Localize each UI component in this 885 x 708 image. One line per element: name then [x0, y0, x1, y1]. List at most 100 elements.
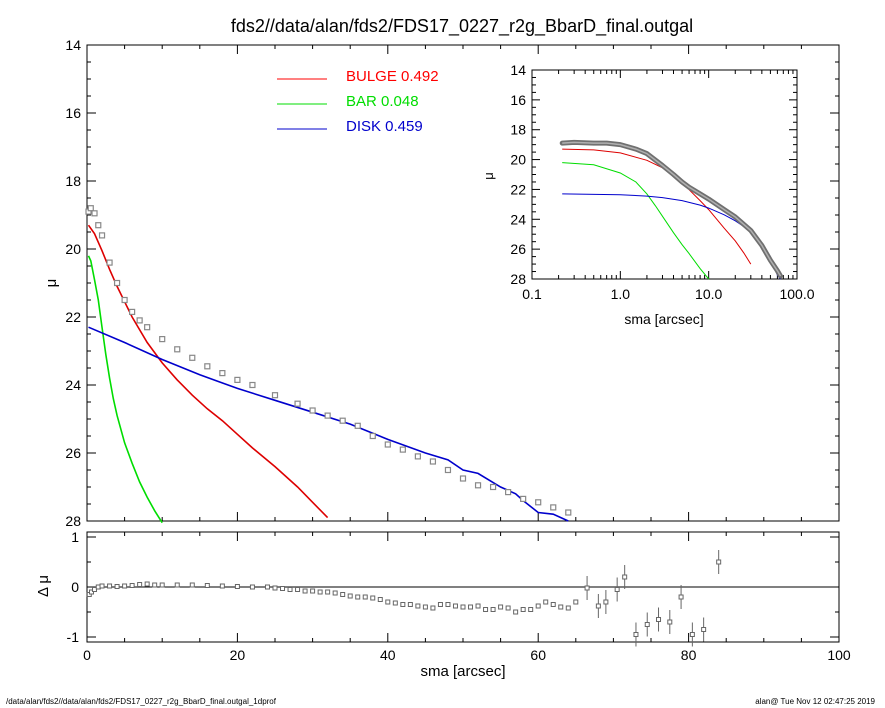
residual-axis-ticks — [86, 532, 840, 642]
residual-y-axis-label: Δ μ — [35, 575, 52, 597]
main-data-point — [505, 489, 512, 496]
residual-data-point — [614, 587, 620, 592]
residual-data-point — [272, 585, 278, 591]
main-data-point — [98, 232, 106, 239]
residual-data-point — [633, 632, 639, 637]
main-data-point — [384, 441, 391, 448]
residual-data-point — [122, 583, 128, 589]
inset-data-core — [562, 141, 782, 277]
residual-data-point — [490, 607, 496, 612]
main-y-tick-labels: 14 16 18 20 22 24 26 28 — [65, 37, 81, 529]
main-data-point — [294, 400, 301, 407]
residual-data-point — [317, 589, 323, 595]
inset-y-tick-label: 26 — [510, 241, 526, 257]
residual-data-point — [573, 599, 579, 605]
residual-data-point — [137, 582, 143, 587]
main-y-tick-label: 28 — [65, 513, 81, 529]
residual-data-point — [656, 617, 662, 622]
residual-data-point — [264, 584, 270, 590]
residual-data-point — [302, 588, 308, 594]
main-data-point — [87, 205, 94, 212]
footer-filepath: /data/alan/fds2//data/alan/fds2/FDS17_02… — [6, 697, 276, 706]
residual-x-tick-label: 100 — [827, 647, 851, 663]
residual-data-point — [430, 605, 436, 611]
residual-data-point — [468, 604, 474, 610]
legend-label-disk: DISK 0.459 — [346, 118, 423, 135]
main-axis-ticks — [86, 44, 840, 522]
residual-data-point — [520, 607, 526, 612]
main-data-point — [106, 259, 113, 266]
legend-label-bar: BAR 0.048 — [346, 93, 419, 110]
residual-y-tick-label: 0 — [71, 579, 79, 595]
residual-data-point — [174, 582, 180, 588]
residual-data-point — [445, 602, 451, 607]
main-series-group — [85, 205, 572, 524]
residual-data-point — [407, 602, 413, 607]
residual-x-tick-label: 60 — [530, 647, 546, 663]
residual-data-point — [415, 603, 421, 609]
main-data-point — [144, 324, 151, 331]
inset-x-axis-label: sma [arcsec] — [624, 311, 703, 327]
residual-data-point — [716, 559, 722, 565]
main-y-axis-label: μ — [43, 279, 60, 288]
main-data-point — [234, 376, 241, 383]
legend: BULGE 0.492 BAR 0.048 DISK 0.459 — [277, 68, 439, 135]
residual-x-tick-label: 20 — [230, 647, 246, 663]
main-data-point — [189, 354, 196, 361]
main-y-tick-label: 18 — [65, 173, 81, 189]
main-data-point — [369, 432, 376, 440]
residual-data-point — [452, 603, 458, 609]
main-series-line-disk — [88, 326, 569, 522]
inset-y-tick-label: 20 — [510, 152, 526, 168]
main-data-point — [324, 412, 331, 419]
residual-data-point — [528, 607, 534, 612]
residual-data-point — [355, 594, 361, 600]
main-data-point — [271, 392, 279, 399]
inset-y-tick-label: 28 — [510, 271, 526, 287]
main-data-point — [535, 499, 542, 506]
residual-data-point — [584, 585, 590, 591]
residual-data-point — [535, 603, 541, 609]
residual-data-point — [483, 607, 489, 612]
main-data-point — [174, 346, 181, 353]
main-data-point — [204, 363, 211, 370]
main-profile-panel: 14 16 18 20 22 24 26 28 μ BULGE 0.492 BAR 0.048 D… — [43, 37, 840, 529]
residual-data-point — [295, 587, 301, 592]
footer-timestamp: alan@ Tue Nov 12 02:47:25 2019 — [755, 697, 875, 706]
inset-background — [532, 70, 797, 279]
residual-data-point — [332, 590, 338, 596]
residual-data-point — [152, 582, 158, 588]
residual-data-point — [340, 592, 346, 597]
residual-data-point — [362, 594, 368, 600]
inset-y-tick-labels: 14 16 18 20 22 24 26 28 — [510, 62, 526, 287]
residual-x-tick-labels: 0 20 40 60 80 100 — [83, 647, 851, 663]
inset-x-tick-labels: 0.1 1.0 10.0 100.0 — [522, 286, 814, 302]
residual-data-point — [144, 581, 150, 587]
inset-y-tick-label: 14 — [510, 62, 526, 78]
main-y-tick-label: 26 — [65, 445, 81, 461]
inset-axis-ticks — [531, 69, 798, 280]
residual-data-point — [558, 604, 564, 610]
main-data-point — [489, 483, 497, 491]
main-data-point — [219, 370, 226, 377]
residual-data-point — [603, 599, 609, 605]
main-data-point — [414, 453, 421, 460]
main-data-point — [550, 504, 557, 511]
residual-data-point — [114, 584, 120, 589]
inset-y-tick-label: 16 — [510, 92, 526, 108]
residual-data-point — [543, 599, 549, 605]
residual-data-point — [99, 583, 105, 589]
residual-data-point — [644, 622, 650, 627]
main-data-point — [136, 317, 143, 324]
residual-data-point — [159, 582, 165, 588]
residual-y-tick-labels: -1 0 1 — [67, 529, 80, 645]
residual-data-point — [347, 593, 353, 599]
residual-data-point — [107, 583, 113, 589]
residual-data-point — [667, 619, 673, 625]
main-data-point — [339, 417, 346, 424]
residual-x-tick-label: 0 — [83, 647, 91, 663]
residual-data-point — [689, 632, 695, 637]
main-data-point — [444, 466, 452, 474]
residual-series-group — [86, 550, 839, 647]
main-data-point — [159, 336, 166, 343]
